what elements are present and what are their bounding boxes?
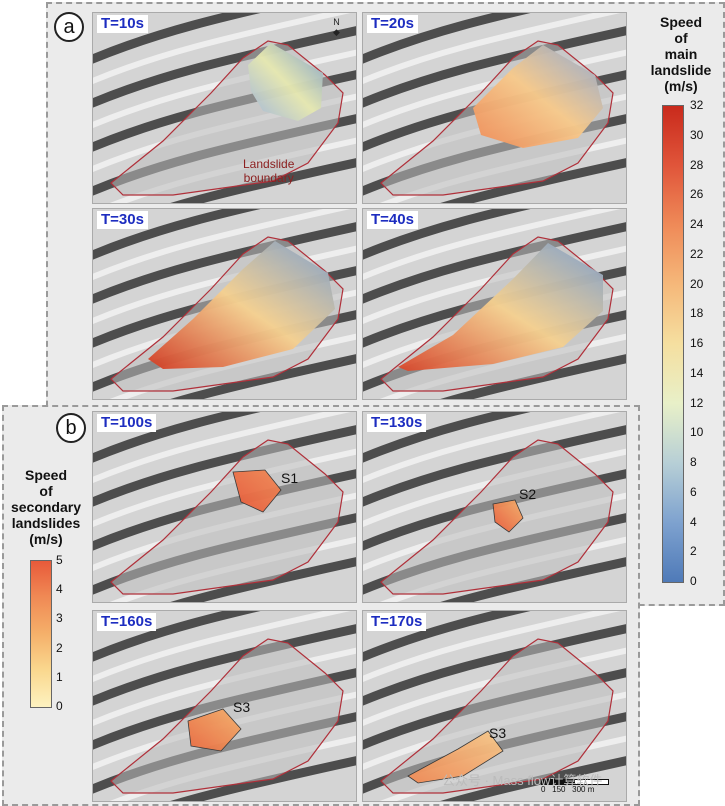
landslide-speed-field xyxy=(492,499,524,533)
landslide-speed-field xyxy=(248,43,323,121)
landslide-boundary xyxy=(380,638,614,794)
time-label: T=40s xyxy=(367,211,418,229)
secondary-legend-colorbar xyxy=(30,560,52,708)
main-legend-tick: 20 xyxy=(690,276,704,291)
map-panel-t30: T=30s xyxy=(92,208,357,400)
main-legend-tick: 6 xyxy=(690,484,697,499)
secondary-landslide-label: S1 xyxy=(281,470,299,486)
main-legend-tick: 28 xyxy=(690,157,704,172)
main-legend-tick: 0 xyxy=(690,574,697,588)
watermark: 公众号 · Mass flow计算软件 xyxy=(442,773,603,788)
map-panel-t40: T=40s xyxy=(362,208,627,400)
main-legend-tick: 10 xyxy=(690,425,704,440)
main-legend-tick: 22 xyxy=(690,246,704,261)
main-legend-title: Speed of main landslide (m/s) xyxy=(650,14,712,94)
main-legend-tick: 12 xyxy=(690,395,704,410)
terrain-map xyxy=(93,611,356,801)
map-panel-t10: T=10s N ◆ Landslide boundary xyxy=(92,12,357,204)
secondary-landslide-label: S3 xyxy=(489,725,507,741)
map-panel-t130: T=130s S2 xyxy=(362,411,627,603)
time-label: T=30s xyxy=(97,211,148,229)
landslide-speed-field xyxy=(473,45,603,148)
map-panel-t160: T=160s S3 xyxy=(92,610,357,802)
time-label: T=10s xyxy=(97,15,148,33)
secondary-legend-tick: 1 xyxy=(56,669,63,684)
secondary-landslide-label: S3 xyxy=(233,699,251,715)
landslide-speed-field xyxy=(398,243,603,371)
scale-bar: 0 150 300 m xyxy=(541,779,609,794)
landslide-boundary xyxy=(110,439,344,595)
landslide-boundary-label: Landslide boundary xyxy=(243,157,295,185)
terrain-map xyxy=(363,611,626,801)
secondary-landslide-label: S2 xyxy=(519,486,537,502)
terrain-map xyxy=(93,412,356,602)
terrain-map xyxy=(363,412,626,602)
main-legend-tick: 16 xyxy=(690,336,704,350)
secondary-legend-tick: 3 xyxy=(56,611,63,626)
secondary-legend-title: Speed of secondary landslides (m/s) xyxy=(10,467,82,547)
main-legend-tick: 26 xyxy=(690,187,704,202)
panel-letter-a: a xyxy=(54,12,84,42)
landslide-speed-field xyxy=(407,730,504,784)
main-legend-tick: 24 xyxy=(690,217,704,231)
map-panel-t170: T=170s S3 0 150 300 m xyxy=(362,610,627,802)
time-label: T=130s xyxy=(367,414,427,432)
terrain-map xyxy=(363,209,626,399)
map-panel-t100: T=100s S1 xyxy=(92,411,357,603)
terrain-map xyxy=(363,13,626,203)
time-label: T=20s xyxy=(367,15,418,33)
time-label: T=170s xyxy=(367,613,427,631)
terrain-map xyxy=(93,209,356,399)
secondary-legend-tick: 5 xyxy=(56,553,63,567)
main-legend-tick: 8 xyxy=(690,455,697,469)
main-legend-tick: 2 xyxy=(690,544,697,559)
time-label: T=160s xyxy=(97,613,157,631)
main-legend-colorbar xyxy=(662,105,684,583)
main-legend-tick: 18 xyxy=(690,306,704,321)
time-label: T=100s xyxy=(97,414,157,432)
main-legend-tick: 32 xyxy=(690,98,704,112)
main-legend-tick: 30 xyxy=(690,127,704,142)
secondary-legend-tick: 4 xyxy=(56,582,63,597)
secondary-legend-tick: 2 xyxy=(56,640,63,655)
panel-letter-b: b xyxy=(56,413,86,443)
map-panel-t20: T=20s xyxy=(362,12,627,204)
main-legend-tick: 14 xyxy=(690,365,704,380)
landslide-speed-field xyxy=(232,469,282,513)
north-arrow-icon: N ◆ xyxy=(333,17,340,37)
terrain-map xyxy=(93,13,356,203)
secondary-legend-tick: 0 xyxy=(56,699,63,713)
landslide-speed-field xyxy=(187,708,242,752)
landslide-speed-field xyxy=(148,241,335,369)
main-legend-tick: 4 xyxy=(690,514,697,529)
